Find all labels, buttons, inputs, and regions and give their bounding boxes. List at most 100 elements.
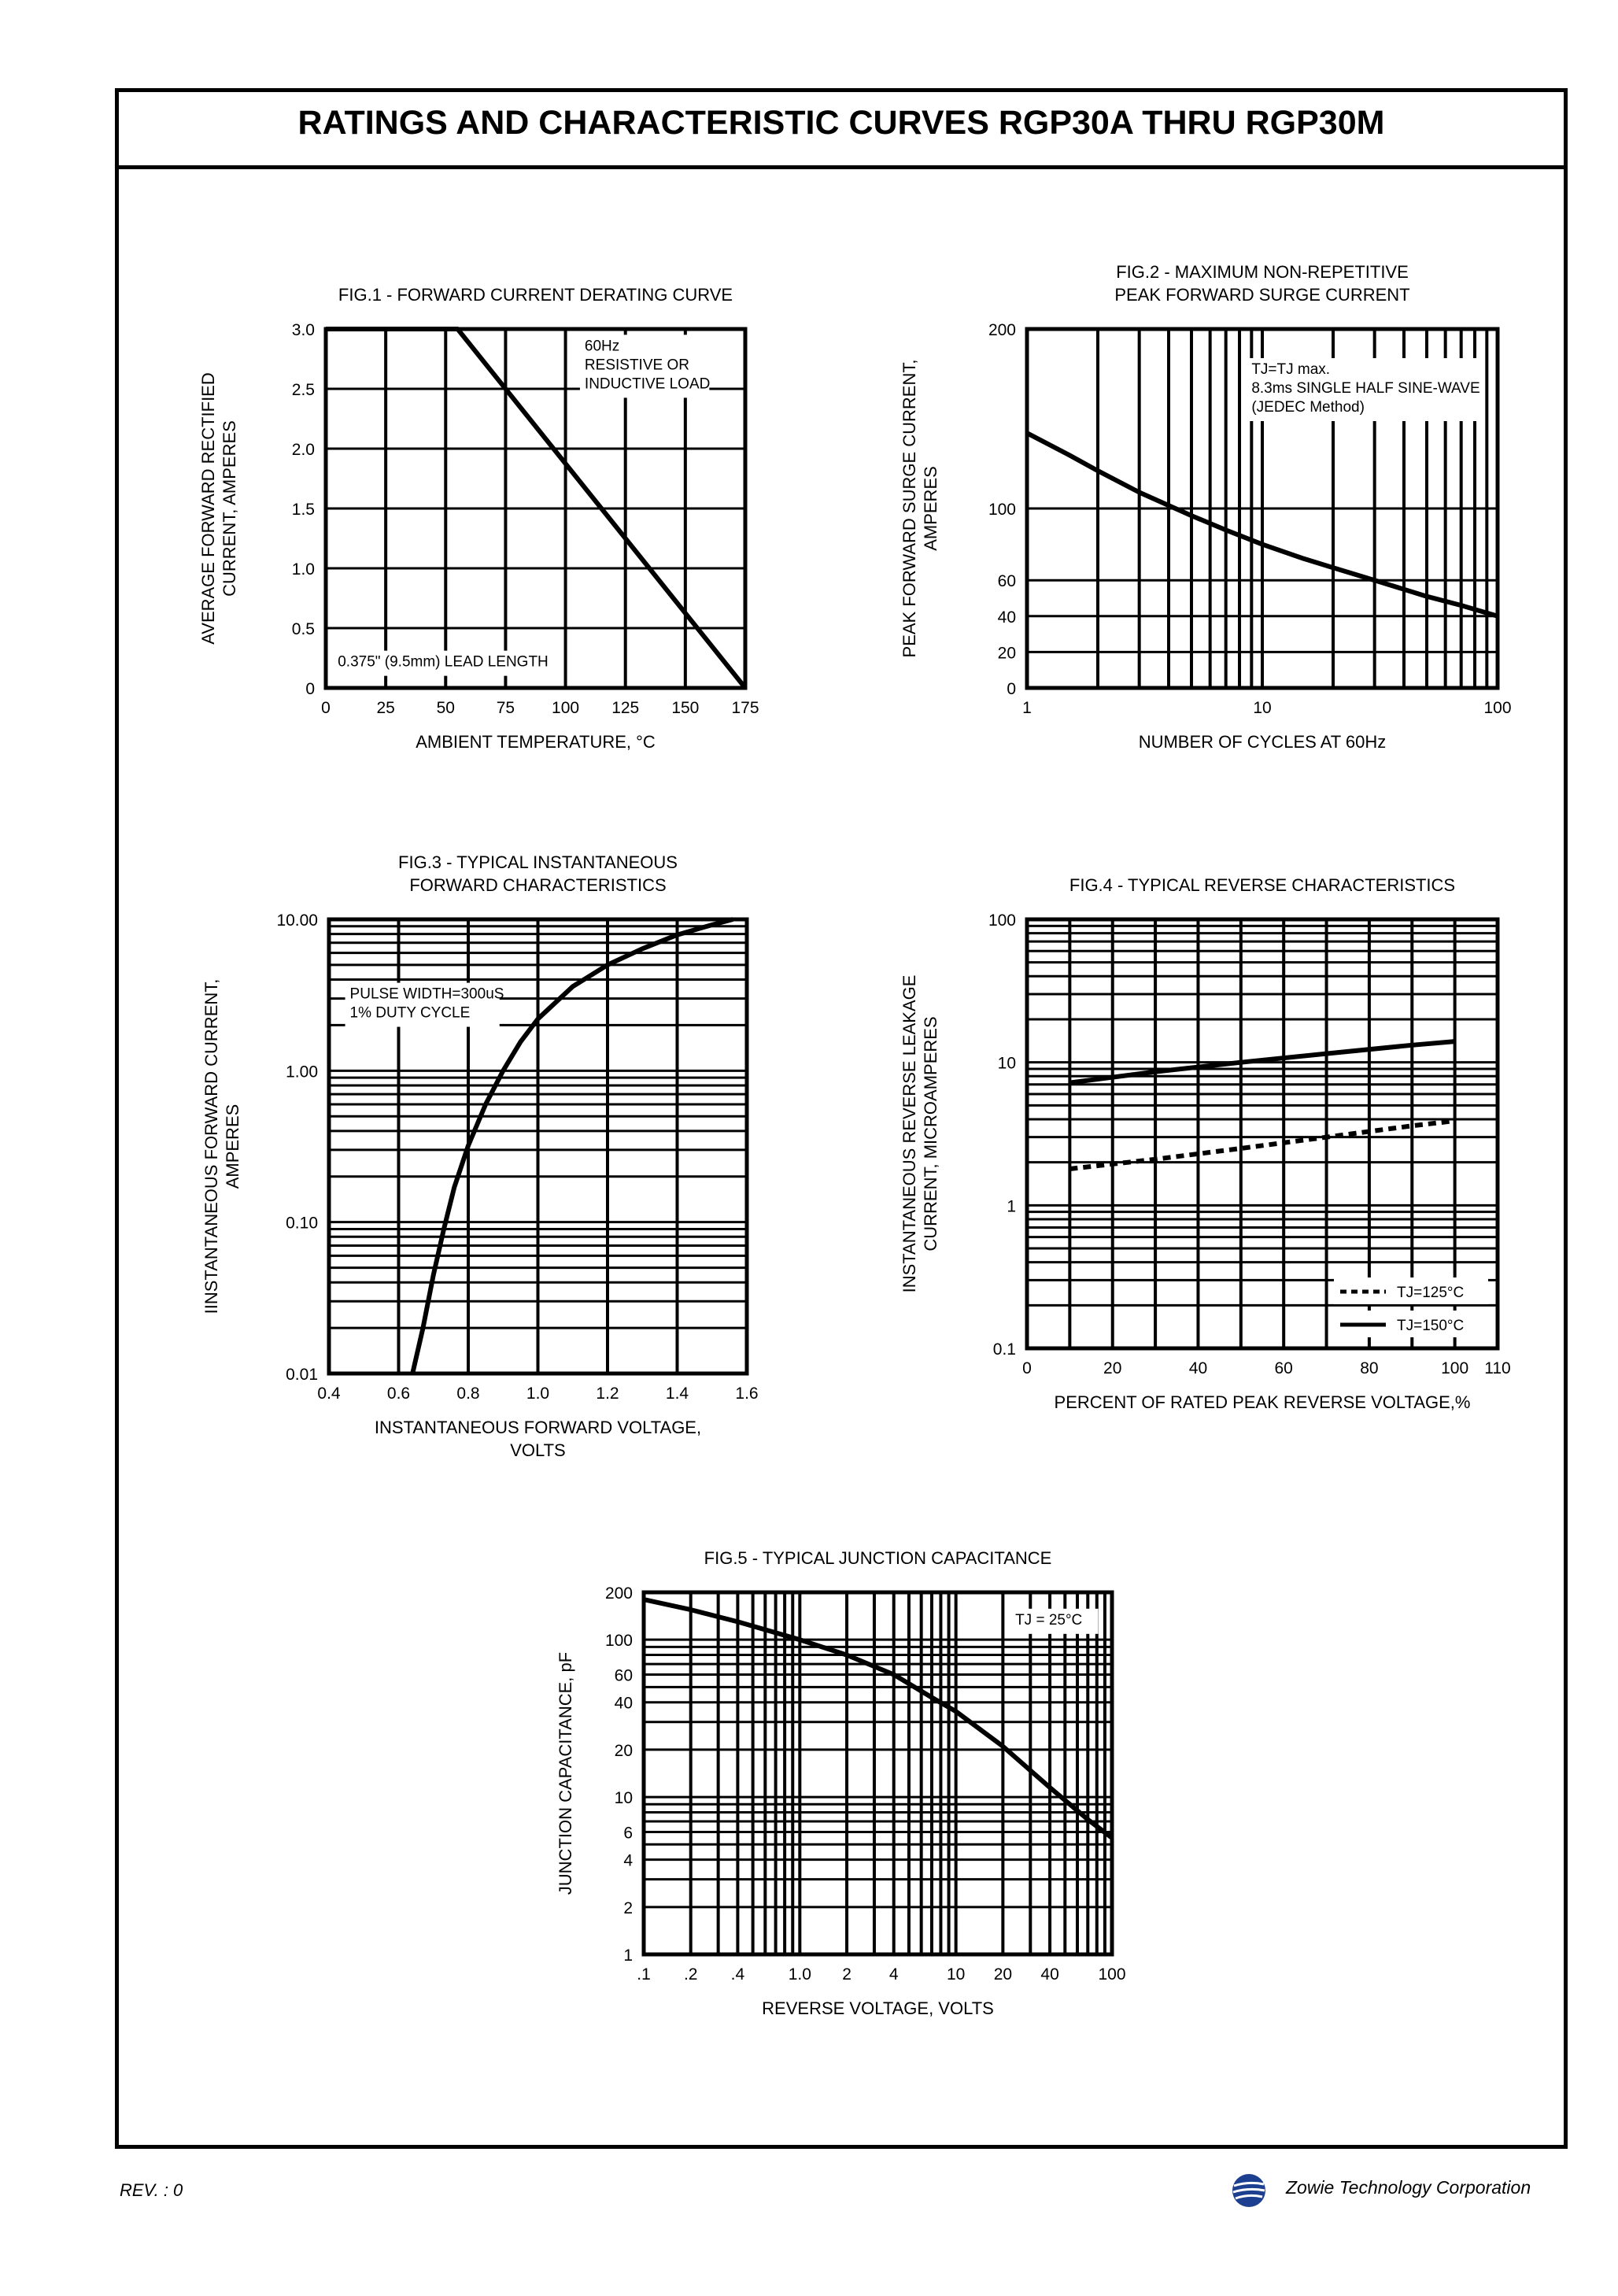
chart-title: FIG.5 - TYPICAL JUNCTION CAPACITANCE	[704, 1548, 1052, 1568]
annotation-box	[579, 335, 710, 398]
y-axis-label: PEAK FORWARD SURGE CURRENT,	[900, 360, 919, 658]
y-tick-label: 10.00	[276, 911, 318, 930]
fig2-chart: 1 10 100 0 20 40 60 100 200 FIG.2 - MAXIMUM NON-R…	[900, 262, 1512, 752]
y-tick-label: 0	[1007, 680, 1016, 698]
x-tick-label: .2	[684, 1965, 698, 1984]
annotation-text: RESISTIVE OR	[585, 357, 689, 373]
x-tick-label: 10	[947, 1965, 965, 1984]
y-tick-label: 1.00	[286, 1063, 318, 1081]
x-axis-label: VOLTS	[510, 1440, 566, 1460]
y-tick-label: 1.0	[292, 560, 315, 579]
x-tick-label: 150	[671, 699, 699, 717]
x-tick-label: 100	[1098, 1965, 1125, 1984]
annotation-text: 60Hz	[585, 338, 619, 354]
y-tick-label: 0.10	[286, 1215, 318, 1233]
y-tick-label: 1	[1007, 1197, 1016, 1215]
annotation-box	[333, 650, 563, 676]
fig3-chart: 0.4 0.6 0.8 1.0 1.2 1.4 1.6 0.01 0.10 1.00 10.00 FI…	[201, 852, 759, 1460]
y-axis-label: AMPERES	[223, 1104, 242, 1189]
chart-title: PEAK FORWARD SURGE CURRENT	[1114, 285, 1409, 305]
y-axis-label: INSTANTANEOUS REVERSE LEAKAGE	[900, 975, 919, 1293]
y-tick-label: 0.01	[286, 1366, 318, 1384]
series-line	[326, 327, 748, 690]
y-axis-label: CURRENT, MICROAMPERES	[921, 1016, 940, 1251]
x-tick-label: 2	[842, 1965, 851, 1984]
x-tick-label: 1.2	[596, 1385, 619, 1403]
x-tick-label: 25	[376, 699, 394, 717]
series-line	[1069, 1039, 1455, 1085]
x-axis-label: REVERSE VOLTAGE, VOLTS	[762, 1998, 994, 2018]
x-tick-label: 60	[1275, 1359, 1293, 1377]
x-tick-label: 0.8	[456, 1385, 479, 1403]
title-divider	[115, 165, 1568, 169]
fig1-chart: 0 25 50 75 100 125 150 175 0 0.5 1.0 1.5 2.0 2.5 3.0 FI…	[198, 285, 759, 752]
y-tick-label: 60	[998, 572, 1016, 590]
y-axis-label: JUNCTION CAPACITANCE, pF	[556, 1652, 575, 1895]
annotation-box	[1010, 1608, 1099, 1634]
y-tick-label: 200	[605, 1584, 633, 1603]
x-tick-label: 20	[1103, 1359, 1121, 1377]
y-tick-label: 40	[615, 1695, 633, 1713]
x-tick-label: 1.4	[666, 1385, 689, 1403]
series-line	[643, 1597, 1114, 1840]
annotation-box	[1247, 358, 1485, 421]
x-tick-label: 1.0	[789, 1965, 811, 1984]
plot-frame	[327, 917, 749, 1376]
x-tick-label: 50	[437, 699, 455, 717]
annotation-text: TJ=TJ max.	[1251, 361, 1330, 378]
y-tick-label: 1	[623, 1947, 633, 1965]
company-name: Zowie Technology Corporation	[1286, 2177, 1531, 2198]
annotation-text: 8.3ms SINGLE HALF SINE-WAVE	[1251, 380, 1479, 397]
x-tick-label: 125	[611, 699, 639, 717]
x-tick-label: 1.6	[735, 1385, 758, 1403]
x-tick-label: 100	[552, 699, 579, 717]
series-line	[410, 917, 734, 1374]
fig5-chart: .1 .2 .4 1.0 2 4 10 20 40 100 1 2 4 6 10 20 40 60 100 200 FI…	[556, 1548, 1126, 2018]
y-tick-label: 0.1	[993, 1340, 1016, 1359]
x-tick-label: 175	[731, 699, 759, 717]
x-tick-label: 80	[1360, 1359, 1378, 1377]
y-tick-label: 40	[998, 608, 1016, 627]
chart-title: FIG.1 - FORWARD CURRENT DERATING CURVE	[338, 285, 733, 305]
y-tick-label: 4	[623, 1852, 633, 1870]
x-tick-label: 1.0	[526, 1385, 549, 1403]
y-tick-label: 10	[615, 1789, 633, 1807]
x-tick-label: 0.6	[387, 1385, 410, 1403]
annotation-box	[345, 982, 500, 1027]
plot-frame	[323, 327, 748, 690]
legend-label: TJ=125°C	[1397, 1285, 1464, 1301]
plot-frame	[641, 1590, 1114, 1957]
y-tick-label: 2	[623, 1899, 633, 1917]
x-tick-label: 75	[497, 699, 515, 717]
annotation-text: 1% DUTY CYCLE	[350, 1005, 471, 1022]
y-tick-label: 2.0	[292, 441, 315, 459]
x-tick-label: 4	[889, 1965, 899, 1984]
x-tick-label: 40	[1040, 1965, 1058, 1984]
x-tick-label: 100	[1483, 699, 1511, 717]
x-tick-label: 0	[321, 699, 331, 717]
plot-frame	[1025, 327, 1500, 690]
x-axis-label: INSTANTANEOUS FORWARD VOLTAGE,	[375, 1418, 701, 1437]
series-line	[1069, 1118, 1455, 1171]
x-axis-label: NUMBER OF CYCLES AT 60Hz	[1139, 732, 1387, 752]
y-tick-label: 20	[998, 644, 1016, 662]
y-tick-label: 200	[988, 321, 1016, 339]
y-axis-label: CURRENT, AMPERES	[220, 420, 239, 597]
y-tick-label: 6	[623, 1824, 633, 1842]
page-frame	[115, 88, 1568, 2149]
x-tick-label: 110	[1484, 1359, 1510, 1377]
chart-title: FORWARD CHARACTERISTICS	[409, 875, 666, 895]
chart-title: FIG.4 - TYPICAL REVERSE CHARACTERISTICS	[1069, 875, 1455, 895]
y-axis-label: AMPERES	[921, 466, 940, 551]
annotation-text: TJ = 25°C	[1015, 1612, 1082, 1629]
y-tick-label: 2.5	[292, 381, 315, 399]
x-tick-label: 10	[1253, 699, 1271, 717]
page-title: RATINGS AND CHARACTERISTIC CURVES RGP30A…	[297, 104, 1385, 142]
x-tick-label: .1	[637, 1965, 651, 1984]
y-tick-label: 100	[988, 501, 1016, 519]
y-tick-label: 0.5	[292, 620, 315, 638]
y-tick-label: 0	[305, 680, 315, 698]
y-tick-label: 3.0	[292, 321, 315, 339]
